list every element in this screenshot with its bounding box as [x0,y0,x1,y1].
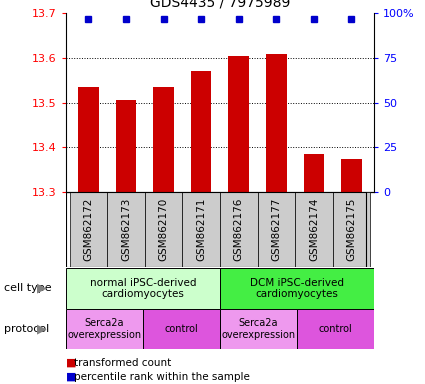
Bar [143,309,220,349]
Text: GSM862173: GSM862173 [121,198,131,261]
Text: ▶: ▶ [37,282,46,295]
Text: ■: ■ [66,372,76,382]
Text: cell type: cell type [4,283,52,293]
Bar [266,54,286,192]
Bar [78,87,99,192]
Text: protocol: protocol [4,324,49,334]
Text: Serca2a
overexpression: Serca2a overexpression [67,318,142,340]
Text: DCM iPSC-derived
cardiomyocytes: DCM iPSC-derived cardiomyocytes [250,278,344,299]
Text: GSM862175: GSM862175 [346,198,357,261]
Text: GSM862176: GSM862176 [234,198,244,261]
Bar [191,71,212,192]
Bar [303,154,324,192]
Text: percentile rank within the sample: percentile rank within the sample [74,372,250,382]
Text: GSM862170: GSM862170 [159,198,169,261]
Text: GSM862172: GSM862172 [83,198,94,261]
Bar [182,192,220,267]
Bar [341,159,362,192]
Text: Serca2a
overexpression: Serca2a overexpression [221,318,295,340]
Text: ▶: ▶ [37,323,46,336]
Bar [220,268,374,309]
Bar [145,192,182,267]
Bar [297,309,374,349]
Bar [116,101,136,192]
Text: GSM862177: GSM862177 [271,198,281,261]
Bar [220,309,297,349]
Text: control: control [319,324,352,334]
Bar [153,87,174,192]
Bar [107,192,145,267]
Bar [66,309,143,349]
Bar [66,268,220,309]
Text: normal iPSC-derived
cardiomyocytes: normal iPSC-derived cardiomyocytes [90,278,196,299]
Text: GSM862174: GSM862174 [309,198,319,261]
Bar [258,192,295,267]
Bar [295,192,333,267]
Text: ■: ■ [66,358,76,368]
Bar [333,192,370,267]
Bar [70,192,107,267]
Text: GSM862171: GSM862171 [196,198,206,261]
Bar [220,192,258,267]
Bar [228,56,249,192]
Text: control: control [164,324,198,334]
Text: transformed count: transformed count [74,358,172,368]
Title: GDS4435 / 7975989: GDS4435 / 7975989 [150,0,290,10]
